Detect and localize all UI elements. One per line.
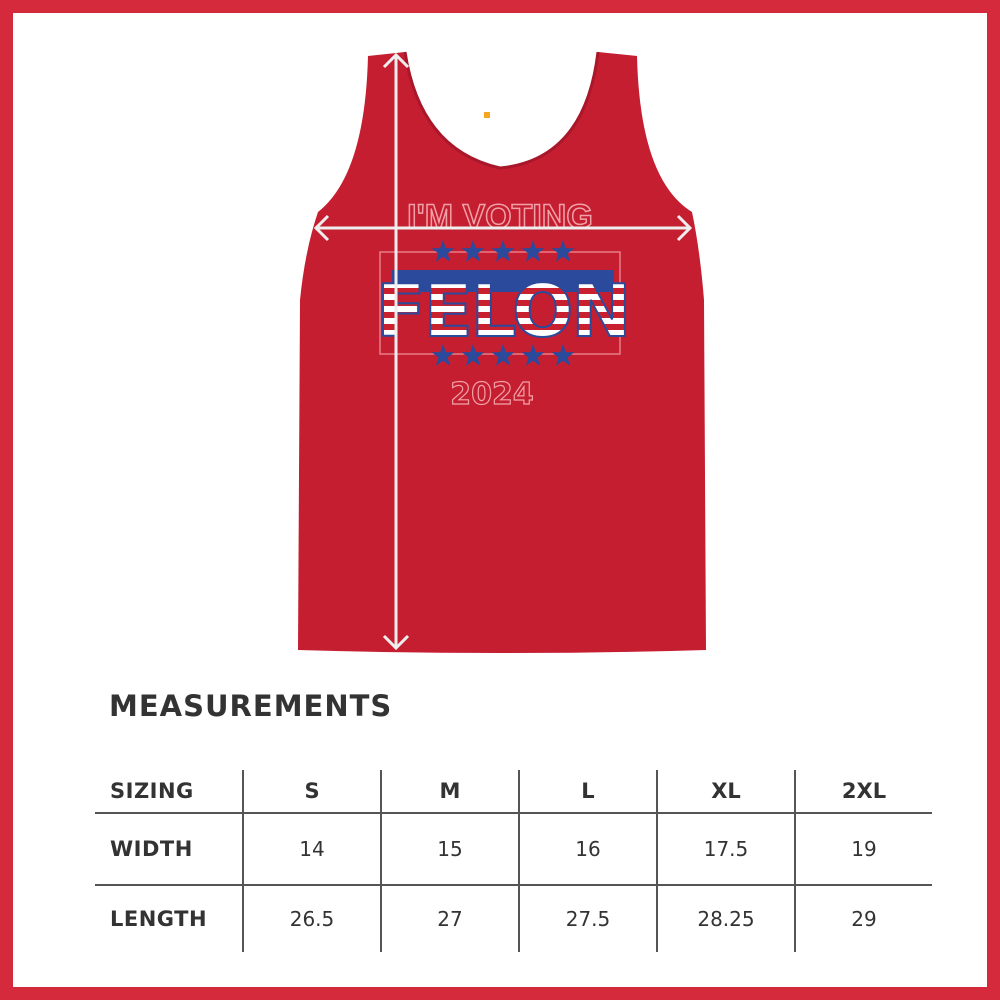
table-cell: 15	[380, 813, 519, 886]
table-row-width: WIDTH 14 15 16 17.5 19	[95, 813, 932, 886]
table-cell: 26.5	[242, 885, 381, 952]
table-cell: 27	[380, 885, 519, 952]
width-arrow	[313, 214, 693, 242]
table-cell: 16	[518, 813, 657, 886]
table-cell: 14	[242, 813, 381, 886]
table-cell: 19	[794, 813, 932, 886]
header-cell: XL	[656, 770, 795, 814]
svg-text:TeeHunt: TeeHunt	[492, 114, 515, 120]
row-label: WIDTH	[95, 813, 243, 886]
table-row-length: LENGTH 26.5 27 27.5 28.25 29	[95, 885, 932, 952]
length-arrow	[382, 52, 410, 651]
table-header-row: SIZING S M L XL 2XL	[95, 770, 932, 814]
header-cell: L	[518, 770, 657, 814]
print-line1: I'M VOTING	[407, 198, 593, 236]
header-cell: SIZING	[95, 770, 243, 814]
header-cell: S	[242, 770, 381, 814]
product-image: TeeHunt I'M VOTING FELON 2024	[298, 51, 706, 653]
header-cell: M	[380, 770, 519, 814]
brand-tag: TeeHunt	[484, 112, 515, 120]
print-line3: 2024	[450, 377, 534, 412]
size-table: SIZING S M L XL 2XL WIDTH 14 15 16 17.5 …	[95, 770, 932, 952]
print-line2: FELON	[376, 269, 629, 353]
table-cell: 27.5	[518, 885, 657, 952]
row-label: LENGTH	[110, 907, 208, 931]
measurements-title: MEASUREMENTS	[109, 689, 393, 723]
header-cell: 2XL	[794, 770, 932, 814]
table-cell: 17.5	[656, 813, 795, 886]
table-cell: 28.25	[656, 885, 795, 952]
table-cell: 29	[794, 885, 932, 952]
